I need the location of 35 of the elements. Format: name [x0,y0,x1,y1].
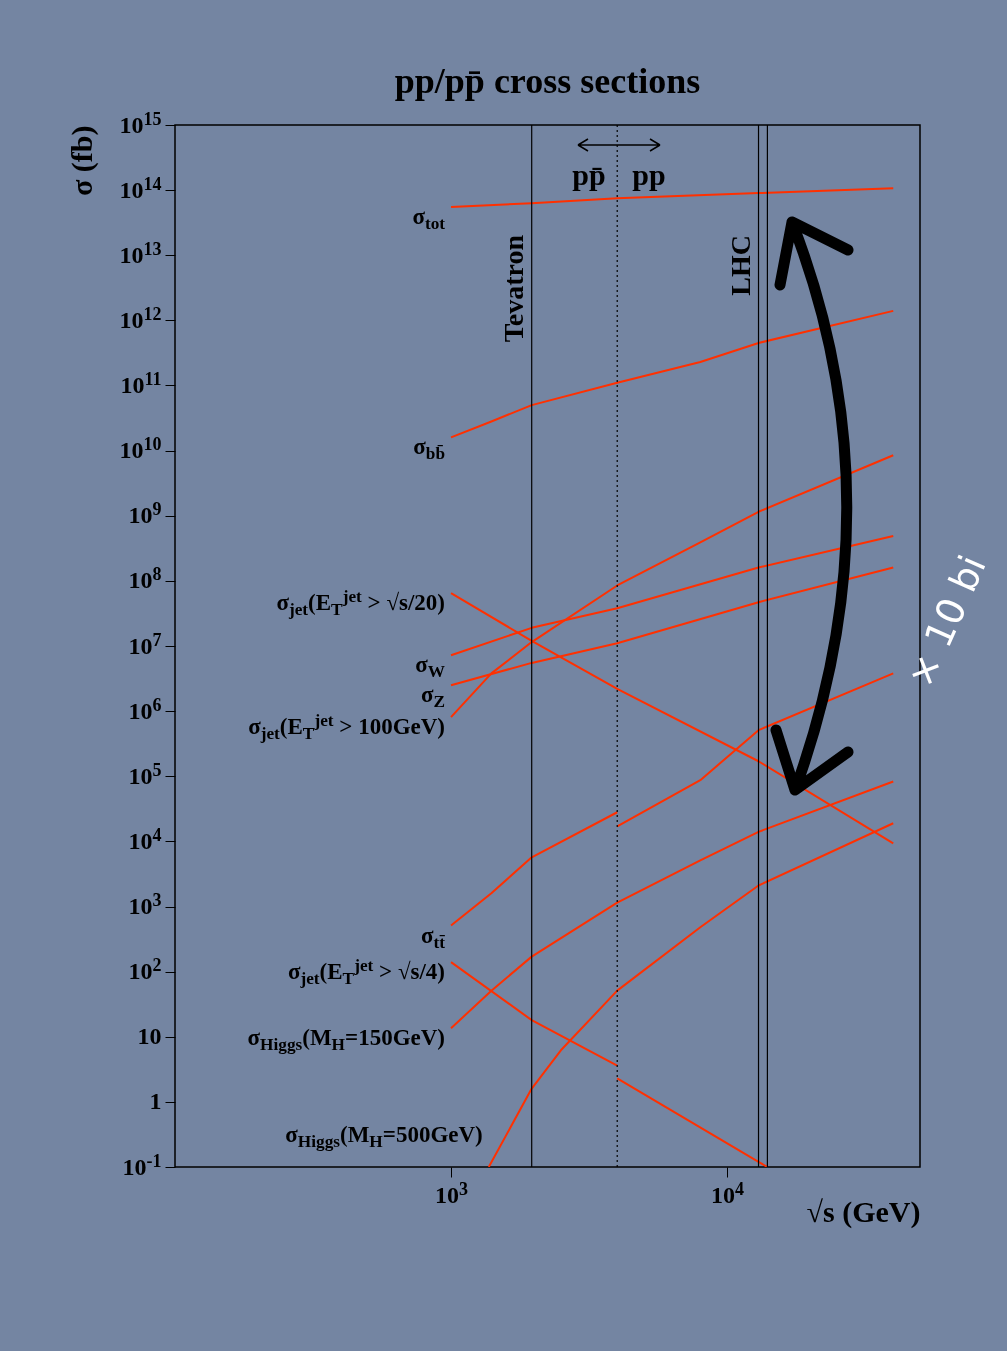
ref-line-label: LHC [724,235,756,296]
series-label: σ$_{tot}$ [412,204,446,234]
y-tick-label: 10$^{15}$ [119,108,162,138]
y-tick-label: 10$^{7}$ [128,629,162,659]
y-tick-label: 10$^{12}$ [119,303,162,333]
annotation: × 10 bi [898,548,995,694]
y-tick-label: 10$^{2}$ [128,955,162,985]
series-label: σ$_{Higgs}$(M$_{H}$=150GeV) [247,1025,446,1055]
y-axis-title: σ (fb) [64,125,99,196]
y-tick-label: 10$^{11}$ [120,368,162,398]
chart-title: pp/pp̄ cross sections [394,61,701,101]
series-label: σ$_{Higgs}$(M$_{H}$=500GeV) [285,1122,483,1152]
series-label: σ$_{jet}$(E$_{T}$$^{jet}$ > 100GeV) [248,711,446,744]
y-tick-label: 10$^{3}$ [128,889,162,919]
series-label: σ$_{jet}$(E$_{T}$$^{jet}$ > √s/20) [276,587,446,620]
x-axis-title: √s (GeV) [806,1194,921,1229]
y-tick-label: 10$^{5}$ [128,759,162,789]
y-tick-label: 10$^{4}$ [128,824,162,854]
annotation: pp [632,158,666,191]
ref-line-label: Tevatron [497,234,529,343]
series-label: σ$_{W}$ [415,652,446,682]
y-tick-label: 10$^{9}$ [128,499,162,529]
series-label: σ$_{bb̄}$ [413,434,446,464]
y-tick-label: 10$^{6}$ [128,694,162,724]
y-tick-label: 10 [137,1023,162,1050]
annotation: pp̄ [572,158,606,191]
y-tick-label: 10$^{8}$ [128,564,162,594]
y-tick-label: 10$^{13}$ [119,238,162,268]
series-label: σ$_{jet}$(E$_{T}$$^{jet}$ > √s/4) [287,956,446,989]
series-label: σ$_{Z}$ [421,682,446,712]
y-tick-label: 10$^{14}$ [119,173,162,203]
y-tick-label: 10$^{-1}$ [122,1150,162,1180]
y-tick-label: 10$^{10}$ [119,434,162,464]
series-label: σ$_{tt̄}$ [421,922,446,952]
y-tick-label: 1 [149,1088,162,1115]
